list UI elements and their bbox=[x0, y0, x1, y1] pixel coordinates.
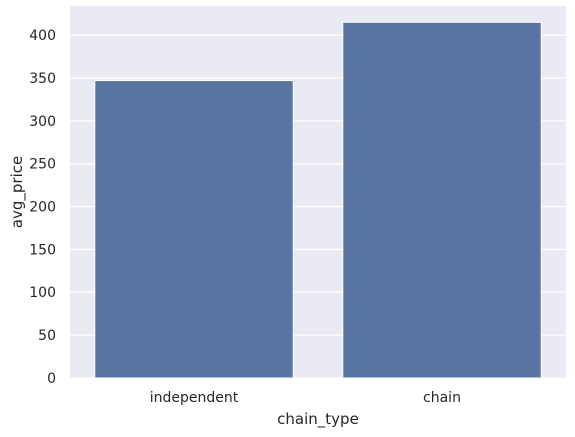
y-tick-label: 100 bbox=[29, 285, 56, 301]
bar-independent bbox=[94, 80, 294, 379]
y-tick-label: 50 bbox=[38, 328, 56, 344]
y-tick-label: 400 bbox=[29, 28, 56, 44]
y-tick-label: 300 bbox=[29, 114, 56, 130]
bar-chain bbox=[342, 21, 542, 379]
y-tick-labels: 0 50 100 150 200 250 300 350 400 bbox=[29, 28, 56, 387]
y-tick-label: 350 bbox=[29, 71, 56, 87]
y-tick-label: 0 bbox=[47, 371, 56, 387]
x-axis-label: chain_type bbox=[277, 410, 359, 429]
y-tick-label: 150 bbox=[29, 242, 56, 258]
x-tick-label: independent bbox=[150, 390, 239, 406]
bars bbox=[94, 21, 542, 379]
x-tick-label: chain bbox=[423, 390, 461, 406]
y-axis-label: avg_price bbox=[8, 156, 27, 228]
x-tick-labels: independent chain bbox=[150, 390, 461, 406]
y-tick-label: 200 bbox=[29, 199, 56, 215]
y-tick-label: 250 bbox=[29, 157, 56, 173]
